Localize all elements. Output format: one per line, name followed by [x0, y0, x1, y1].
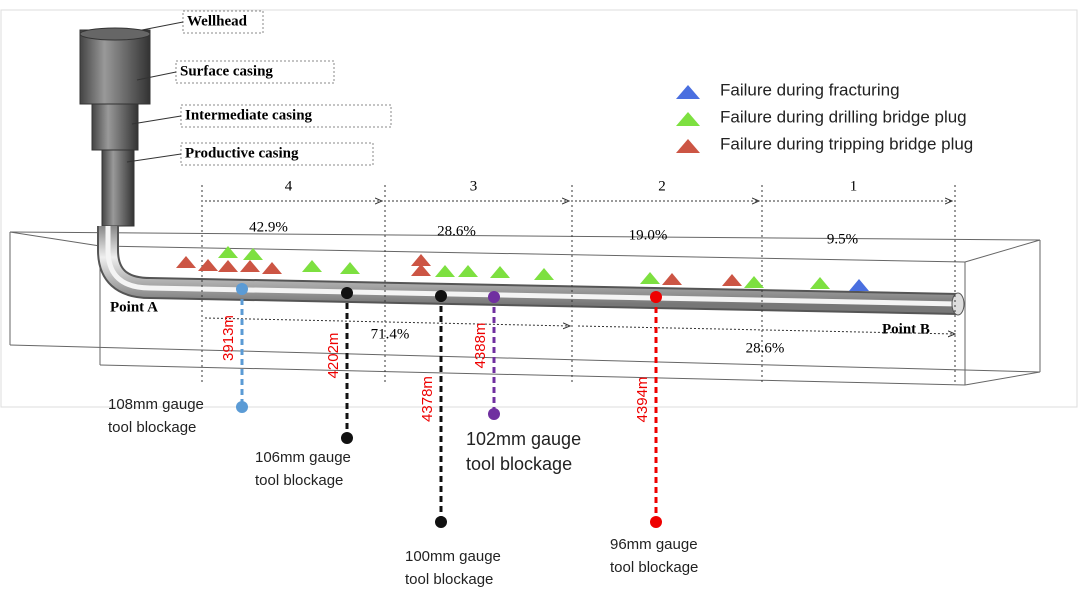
blockage-label: tool blockage: [255, 472, 343, 489]
leader: [136, 71, 177, 81]
frame: [0, 9, 1078, 408]
blockage-point: [435, 290, 447, 302]
casing-labels: Wellhead Surface casing Intermediate casin…: [126, 10, 392, 166]
blockage-label: tool blockage: [610, 559, 698, 576]
failure-marker: [458, 265, 478, 277]
failure-marker: [218, 246, 238, 258]
casing-label: Surface casing: [180, 63, 273, 79]
point-label: Point B: [882, 321, 930, 337]
blockage-label: 102mm gauge: [466, 429, 581, 449]
blockage-point: [488, 408, 500, 420]
leader: [141, 21, 184, 31]
legend-marker: [676, 139, 700, 153]
blockage-label: tool blockage: [108, 419, 196, 436]
legend-label: Failure during tripping bridge plug: [720, 134, 973, 153]
blockage-label: 106mm gauge: [255, 449, 351, 466]
legend-label: Failure during fracturing: [720, 80, 900, 99]
blockage-label: 96mm gauge: [610, 536, 698, 553]
section-share: 19.0%: [629, 227, 668, 243]
leader: [131, 115, 182, 125]
half-share: 28.6%: [746, 340, 785, 356]
failure-marker: [302, 260, 322, 272]
failure-marker: [176, 256, 196, 268]
failure-marker: [435, 265, 455, 277]
legend-marker: [676, 85, 700, 99]
casing-label: Productive casing: [185, 145, 299, 161]
failure-marker: [340, 262, 360, 274]
blockage-label: tool blockage: [466, 454, 572, 474]
section-number: 4: [285, 178, 293, 194]
point-label: Point A: [110, 299, 158, 315]
failure-marker: [849, 279, 869, 291]
failure-marker: [218, 260, 238, 272]
dimension: [204, 317, 570, 326]
legend-label: Failure during drilling bridge plug: [720, 107, 967, 126]
blockage-label: tool blockage: [405, 571, 493, 588]
blockage-point: [435, 516, 447, 528]
blockages: 3913m 108mm gauge tool blockage 4202m 106mm …: [108, 283, 698, 588]
half-share: 71.4%: [371, 326, 410, 342]
failure-marker: [198, 259, 218, 271]
failure-marker: [640, 272, 660, 284]
casing: [79, 27, 965, 316]
failure-marker: [262, 262, 282, 274]
failure-marker: [534, 268, 554, 280]
blockage-point: [650, 516, 662, 528]
halves: 71.4% 28.6%: [204, 317, 955, 356]
section-number: 3: [470, 178, 478, 194]
failure-marker: [243, 248, 263, 260]
legend: Failure during fracturing Failure during …: [676, 80, 973, 153]
blockage-point: [236, 283, 248, 295]
blockage-depth: 4388m: [472, 323, 489, 369]
blockage-label: 100mm gauge: [405, 548, 501, 565]
blockage-point: [236, 401, 248, 413]
failure-marker: [810, 277, 830, 289]
failure-marker: [744, 276, 764, 288]
blockage-depth: 4394m: [634, 377, 651, 423]
casing-label: Wellhead: [187, 13, 248, 29]
failure-marker: [240, 260, 260, 272]
legend-marker: [676, 112, 700, 126]
section-number: 1: [850, 178, 858, 194]
blockage-point: [650, 291, 662, 303]
dimension: [577, 325, 955, 334]
section-share: 28.6%: [437, 223, 476, 239]
blockage-depth: 4202m: [325, 333, 342, 379]
failure-marker: [490, 266, 510, 278]
failure-markers: [176, 246, 869, 291]
blockage-depth: 3913m: [220, 315, 237, 361]
blockage-depth: 4378m: [419, 376, 436, 422]
section-share: 9.5%: [827, 231, 858, 247]
leader: [126, 153, 182, 163]
failure-marker: [411, 254, 431, 266]
blockage-point: [341, 287, 353, 299]
failure-marker: [411, 264, 431, 276]
casing-label: Intermediate casing: [185, 107, 313, 123]
blockage-point: [341, 432, 353, 444]
section-share: 42.9%: [249, 219, 288, 235]
section-number: 2: [658, 178, 666, 194]
failure-marker: [662, 273, 682, 285]
sections: 4 42.9% 3 28.6% 2 19.0% 1 9.5%: [201, 178, 956, 385]
failure-marker: [722, 274, 742, 286]
blockage-label: 108mm gauge: [108, 396, 204, 413]
blockage-point: [488, 291, 500, 303]
